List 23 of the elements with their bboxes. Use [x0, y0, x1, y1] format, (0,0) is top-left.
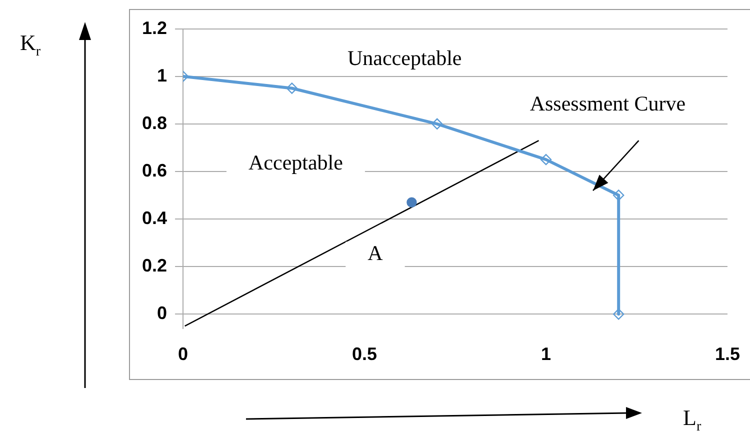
y-tick-label: 1 [157, 65, 168, 86]
y-tick-label: 0.8 [142, 112, 168, 133]
point [432, 118, 443, 130]
annotation: Acceptable [248, 150, 343, 175]
y-tick-label: 0.2 [142, 256, 168, 276]
point [406, 197, 417, 208]
x-tick-label: 1.5 [714, 344, 740, 364]
y-axis-title: K$_{r}$ [20, 30, 41, 60]
point [540, 154, 552, 166]
point [612, 308, 624, 320]
x-axis-title: L$_{r}$ [683, 405, 702, 436]
point [612, 190, 624, 201]
y-tick-label: 0.6 [142, 160, 168, 180]
x-tick-label: 0.5 [352, 344, 378, 364]
point [286, 82, 298, 94]
y-tick-label: 1.2 [142, 18, 168, 38]
x-tick-label: 1 [540, 344, 552, 364]
annotation: Assessment Curve [530, 91, 686, 116]
annotation: A [368, 241, 384, 266]
y-tick-label: 0.4 [142, 208, 168, 228]
y-tick-label: 0 [157, 303, 168, 324]
annotation: Unacceptable [347, 46, 462, 70]
x-tick-label: 0 [178, 344, 188, 364]
